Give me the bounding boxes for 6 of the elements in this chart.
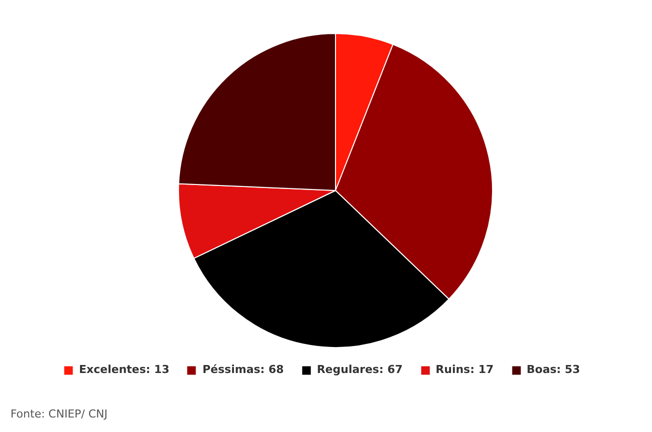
legend-label: Ruins: 17 [436,363,494,376]
legend-label: Péssimas: 68 [202,363,284,376]
legend-label: Regulares: 67 [316,363,403,376]
legend-label: Excelentes: 13 [79,363,170,376]
source-note: Fonte: CNIEP/ CNJ [10,408,108,420]
legend-label: Boas: 53 [526,363,580,376]
